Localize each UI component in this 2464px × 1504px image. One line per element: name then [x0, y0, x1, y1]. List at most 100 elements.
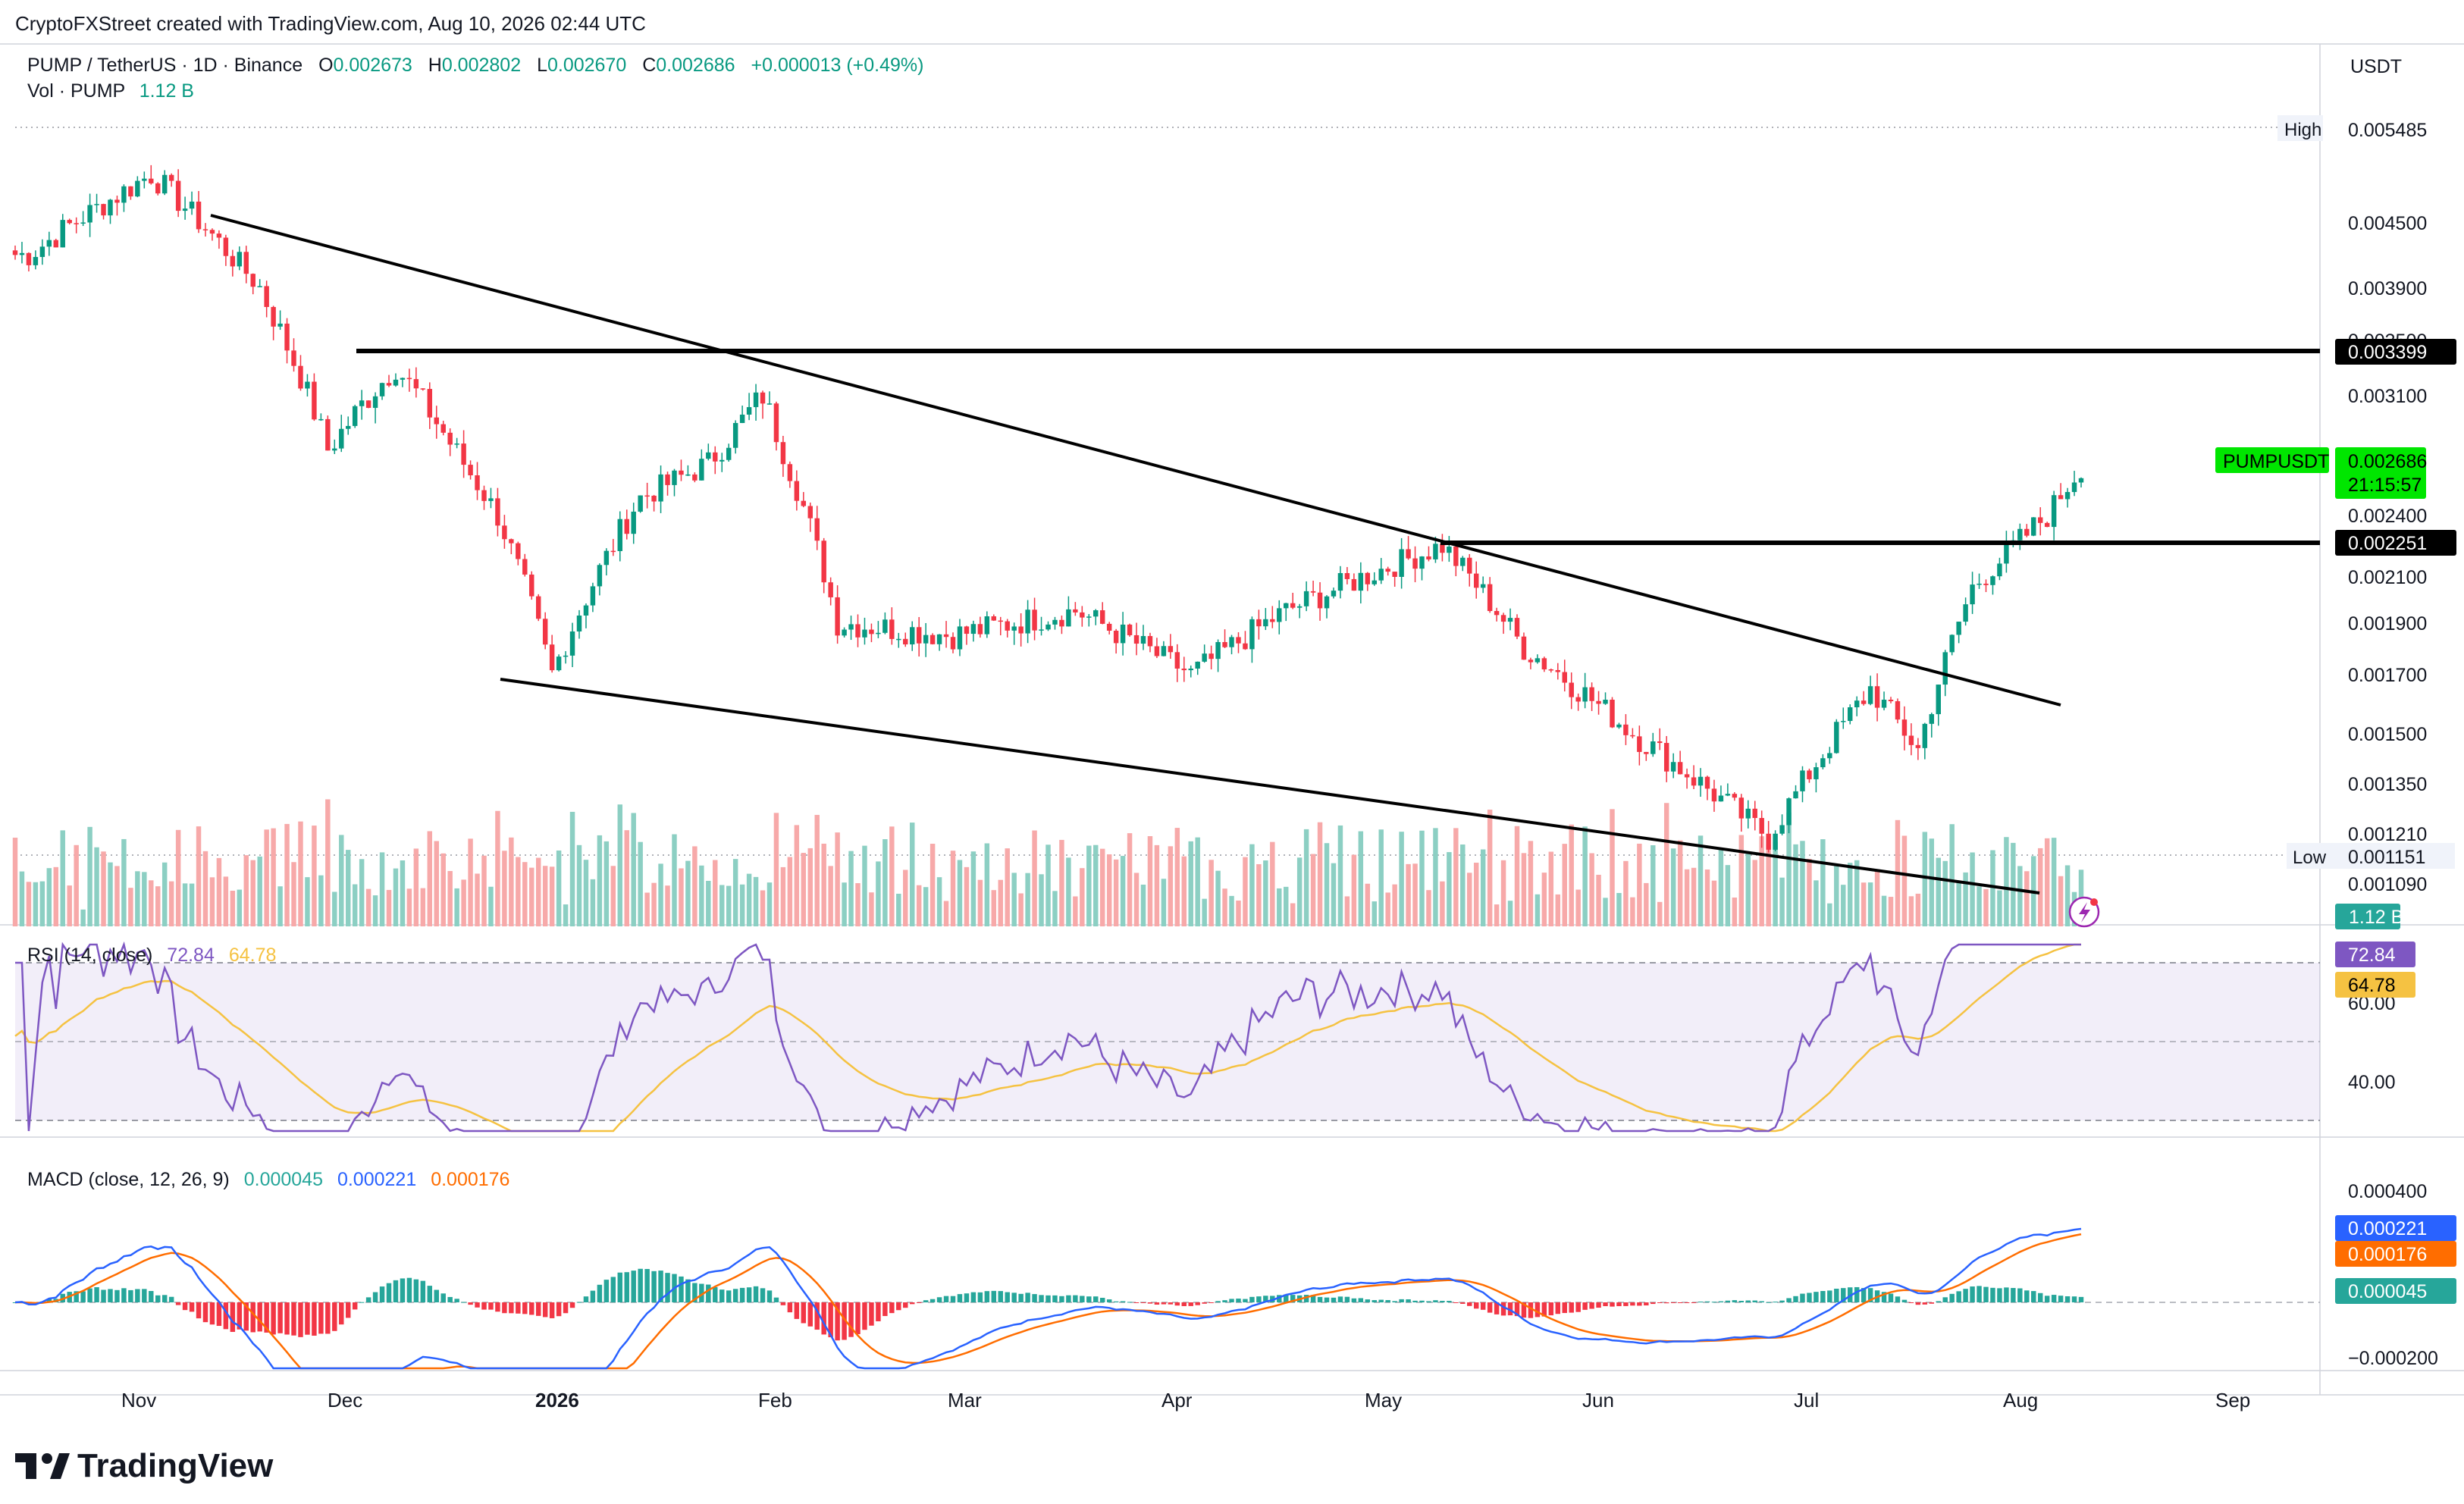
- volume-bar: [1093, 844, 1099, 926]
- candle-body: [1657, 741, 1663, 744]
- macd-hist-bar: [454, 1299, 459, 1302]
- macd-hist-bar: [936, 1297, 942, 1302]
- macd-hist-bar: [230, 1302, 236, 1332]
- symbol-title[interactable]: PUMP / TetherUS · 1D · Binance: [27, 55, 303, 76]
- candle-body: [1052, 619, 1058, 625]
- macd-hist-bar: [529, 1302, 534, 1315]
- volume-bar: [1277, 888, 1282, 926]
- macd-hist-bar: [638, 1268, 643, 1302]
- volume-bar: [590, 879, 596, 926]
- volume-bar: [631, 813, 636, 926]
- volume-bar: [352, 884, 358, 926]
- macd-hist-bar: [1324, 1297, 1330, 1302]
- volume-bar: [1018, 893, 1024, 926]
- candle-body: [1453, 547, 1459, 566]
- time-label: Mar: [948, 1389, 982, 1412]
- volume-bar: [87, 826, 92, 926]
- volume-bar: [929, 844, 936, 926]
- volume-bar: [1433, 828, 1438, 926]
- candle-body: [943, 634, 949, 638]
- tradingview-logo[interactable]: TradingView: [15, 1447, 274, 1484]
- macd-hist-bar: [359, 1302, 365, 1303]
- candle-body: [726, 447, 732, 460]
- macd-hist-bar: [1494, 1302, 1500, 1314]
- macd-hist-bar: [2058, 1296, 2064, 1302]
- volume-bar: [556, 850, 562, 926]
- macd-hist-bar: [1637, 1302, 1642, 1306]
- candle-body: [1161, 646, 1167, 656]
- candle-body: [692, 474, 698, 481]
- macd-hist-bar: [651, 1271, 657, 1302]
- macd-hist-bar: [1447, 1301, 1452, 1302]
- macd-hist-bar: [842, 1302, 847, 1340]
- candle-body: [876, 632, 881, 634]
- volume-bar: [679, 868, 684, 926]
- macd-hist-bar: [522, 1302, 528, 1314]
- candle-body: [739, 414, 745, 424]
- candle-body: [1011, 626, 1017, 631]
- macd-legend: MACD (close, 12, 26, 9) 0.000045 0.00022…: [27, 1169, 509, 1190]
- candle-body: [1296, 606, 1303, 608]
- volume-bar: [33, 882, 39, 926]
- candle-body: [869, 629, 874, 634]
- candle-body: [1651, 741, 1656, 754]
- candle-body: [1970, 584, 1975, 605]
- macd-hist-bar: [1188, 1302, 1193, 1306]
- currency-label[interactable]: USDT: [2350, 56, 2402, 77]
- volume-bar: [1528, 841, 1534, 926]
- volume-bar: [903, 870, 908, 926]
- candle-body: [1365, 572, 1371, 584]
- volume-bar: [243, 855, 249, 926]
- candle-body: [706, 452, 711, 459]
- macd-hist-bar: [699, 1283, 704, 1302]
- volume-bar: [1372, 901, 1377, 926]
- upper-trendline[interactable]: [210, 214, 2061, 707]
- macd-hist-bar: [1317, 1296, 1323, 1302]
- lower-trendline[interactable]: [500, 678, 2040, 895]
- candle-body: [1256, 619, 1262, 627]
- svg-text:21:15:57: 21:15:57: [2348, 475, 2422, 496]
- volume-bar: [665, 885, 670, 926]
- candle-body: [556, 656, 562, 671]
- macd-hist-bar: [984, 1291, 990, 1302]
- candle-body: [189, 201, 195, 209]
- macd-hist-bar: [1059, 1296, 1064, 1302]
- macd-hist-bar: [624, 1272, 629, 1302]
- macd-hist-bar: [291, 1302, 296, 1336]
- macd-hist-bar: [1099, 1298, 1105, 1302]
- macd-hist-bar: [1473, 1302, 1479, 1309]
- volume-bar: [1500, 860, 1506, 926]
- macd-hist-bar: [889, 1302, 895, 1314]
- candle-body: [889, 619, 895, 639]
- volume-bar: [284, 823, 290, 926]
- candle-body: [1698, 776, 1704, 786]
- macd-hist-bar: [365, 1297, 371, 1302]
- rsi-tick-40: 40.00: [2348, 1072, 2396, 1093]
- macd-hist-bar: [1779, 1300, 1785, 1302]
- volume-bar: [12, 838, 18, 926]
- legend-line: PUMP / TetherUS · 1D · Binance O0.002673…: [27, 55, 923, 76]
- volume-bar: [713, 860, 718, 926]
- macd-hist-bar: [325, 1302, 331, 1334]
- candle-body: [12, 250, 18, 255]
- change-value: +0.000013 (+0.49%): [751, 55, 924, 76]
- candle-body: [1711, 788, 1717, 802]
- volume-bar: [271, 828, 276, 926]
- volume-bar: [807, 848, 813, 926]
- volume-bar: [1514, 826, 1520, 926]
- volume-bar: [1670, 848, 1676, 926]
- lightning-icon[interactable]: [2068, 896, 2100, 928]
- volume-bar: [1487, 810, 1493, 926]
- macd-hist-bar: [1066, 1295, 1071, 1302]
- volume-bar: [1582, 826, 1588, 926]
- volume-bar: [447, 870, 453, 926]
- candle-body: [33, 256, 39, 265]
- macd-hist-bar: [339, 1302, 344, 1325]
- macd-hist-bar: [862, 1302, 867, 1330]
- ticker-tag[interactable]: PUMPUSDT: [2215, 447, 2329, 473]
- candle-body: [87, 205, 92, 223]
- volume-bar: [1807, 858, 1812, 926]
- macd-hist-bar: [1963, 1289, 1968, 1302]
- volume-bar: [1834, 865, 1839, 926]
